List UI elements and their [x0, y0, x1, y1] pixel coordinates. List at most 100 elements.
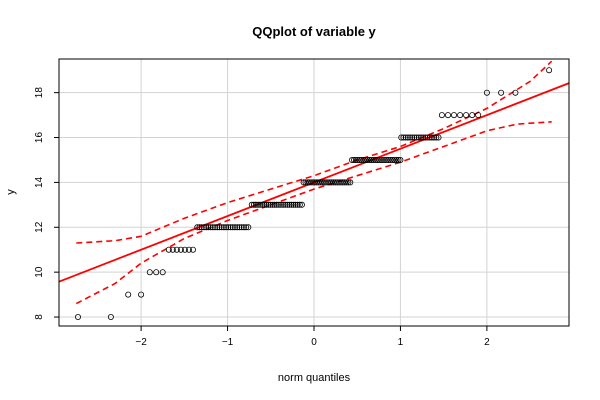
- data-point: [229, 224, 236, 231]
- data-point: [169, 246, 176, 253]
- data-point: [336, 179, 343, 186]
- data-point: [395, 156, 402, 163]
- data-point: [400, 134, 407, 141]
- data-point: [404, 134, 411, 141]
- data-point: [397, 156, 404, 163]
- data-point: [352, 156, 359, 163]
- data-point: [288, 201, 295, 208]
- y-tick-label: 18: [34, 87, 45, 99]
- data-point: [238, 224, 245, 231]
- data-point: [407, 134, 414, 141]
- data-point: [372, 156, 379, 163]
- data-point: [259, 201, 266, 208]
- data-point: [290, 201, 297, 208]
- data-point: [254, 201, 261, 208]
- data-point: [381, 156, 388, 163]
- data-point: [185, 246, 192, 253]
- data-point: [146, 269, 153, 276]
- data-point: [214, 224, 221, 231]
- data-point: [273, 201, 280, 208]
- data-point: [343, 179, 350, 186]
- data-point: [298, 201, 305, 208]
- x-tick-label: −1: [222, 337, 234, 348]
- data-point: [368, 156, 375, 163]
- data-point: [294, 201, 301, 208]
- data-point: [311, 179, 318, 186]
- data-point: [444, 112, 451, 119]
- data-point: [271, 201, 278, 208]
- data-point: [245, 224, 252, 231]
- data-point: [345, 179, 352, 186]
- data-point: [376, 156, 383, 163]
- x-axis-label: norm quantiles: [278, 372, 351, 384]
- data-point: [383, 156, 390, 163]
- data-point: [475, 112, 482, 119]
- data-point: [220, 224, 227, 231]
- data-point: [265, 201, 272, 208]
- data-point: [420, 134, 427, 141]
- data-point: [218, 224, 225, 231]
- data-point: [358, 156, 365, 163]
- data-point: [348, 156, 355, 163]
- data-point: [387, 156, 394, 163]
- data-point: [409, 134, 416, 141]
- data-point: [261, 201, 268, 208]
- data-point: [435, 134, 442, 141]
- confidence-band: [75, 60, 553, 305]
- data-point: [469, 112, 476, 119]
- data-point: [402, 134, 409, 141]
- data-point: [234, 224, 241, 231]
- y-tick-label: 8: [34, 314, 45, 320]
- data-point: [196, 224, 203, 231]
- data-point: [319, 179, 326, 186]
- data-point: [378, 156, 385, 163]
- data-point: [354, 156, 361, 163]
- data-point: [463, 112, 470, 119]
- data-point: [243, 224, 250, 231]
- data-point: [415, 134, 422, 141]
- data-point: [398, 134, 405, 141]
- data-point: [309, 179, 316, 186]
- data-point: [292, 201, 299, 208]
- x-tick-label: 2: [484, 337, 490, 348]
- data-point: [433, 134, 440, 141]
- data-point: [248, 201, 255, 208]
- data-point: [225, 224, 232, 231]
- data-point: [189, 246, 196, 253]
- data-point: [317, 179, 324, 186]
- data-point: [165, 246, 172, 253]
- data-points: [75, 67, 553, 320]
- data-point: [240, 224, 247, 231]
- chart-title: QQplot of variable y: [252, 24, 376, 39]
- y-tick-label: 14: [34, 176, 45, 188]
- data-point: [332, 179, 339, 186]
- data-point: [236, 224, 243, 231]
- data-point: [153, 269, 160, 276]
- data-point: [269, 201, 276, 208]
- data-point: [328, 179, 335, 186]
- data-point: [252, 201, 259, 208]
- data-point: [424, 134, 431, 141]
- data-point: [364, 156, 371, 163]
- data-point: [483, 89, 490, 96]
- data-point: [200, 224, 207, 231]
- data-point: [205, 224, 212, 231]
- data-point: [138, 291, 145, 298]
- data-point: [300, 179, 307, 186]
- data-point: [428, 134, 435, 141]
- data-point: [374, 156, 381, 163]
- data-point: [391, 156, 398, 163]
- data-point: [231, 224, 238, 231]
- data-point: [203, 224, 210, 231]
- data-point: [457, 112, 464, 119]
- data-point: [277, 201, 284, 208]
- data-point: [422, 134, 429, 141]
- data-point: [308, 179, 315, 186]
- data-point: [284, 201, 291, 208]
- y-axis: 8 10 12 14 16 18: [34, 87, 59, 320]
- data-point: [223, 224, 230, 231]
- data-point: [356, 156, 363, 163]
- data-point: [315, 179, 322, 186]
- data-point: [194, 224, 201, 231]
- data-point: [370, 156, 377, 163]
